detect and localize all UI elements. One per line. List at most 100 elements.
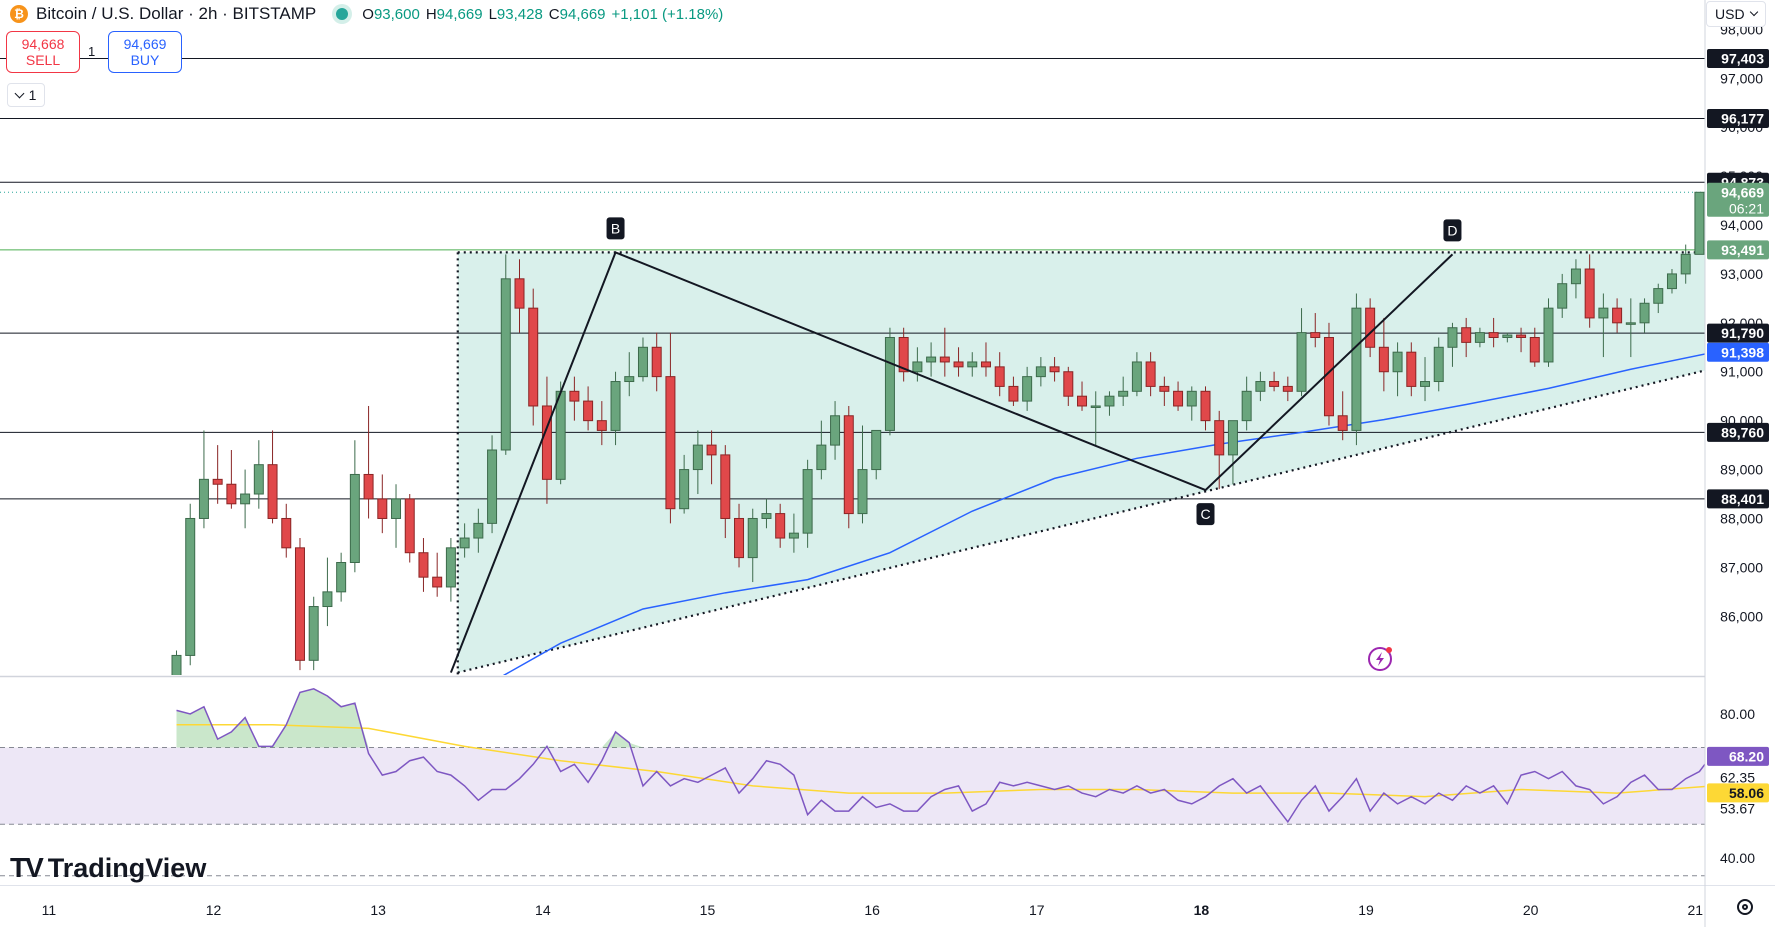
candle-body	[679, 469, 690, 510]
price-tick-label: 97,000	[1720, 70, 1763, 86]
buy-button[interactable]: 94,669 BUY	[108, 31, 182, 73]
candle-body	[1406, 351, 1417, 387]
candle-body	[596, 420, 607, 431]
pattern-zigzag-line	[449, 251, 1454, 673]
candle-body	[1612, 307, 1623, 324]
gear-icon[interactable]	[1737, 899, 1753, 915]
pattern-point-label: C	[1200, 506, 1210, 522]
rsi-overbought-fill	[176, 688, 1705, 748]
candle-body	[1461, 327, 1472, 343]
candle-body	[198, 478, 209, 519]
level-label: 91,790	[1721, 325, 1764, 341]
candle-body	[788, 532, 799, 539]
currency-selector[interactable]: USD	[1706, 1, 1766, 27]
candle-body	[816, 444, 827, 471]
time-tick-label: 18	[1194, 902, 1210, 918]
candle-body	[555, 390, 566, 480]
candle-body	[692, 444, 703, 471]
symbol-title[interactable]: Bitcoin / U.S. Dollar · 2h · BITSTAMP	[36, 4, 317, 23]
time-tick-label: 20	[1523, 902, 1539, 918]
pattern-point-label: B	[611, 220, 620, 236]
price-tick-label: 86,000	[1720, 608, 1763, 624]
open-value: 93,600	[373, 5, 420, 23]
price-tick-label: 87,000	[1720, 559, 1763, 575]
pattern-point-badge	[1196, 503, 1215, 526]
candle-body	[1447, 327, 1458, 348]
time-tick-label: 14	[535, 902, 551, 918]
candle-body	[1694, 191, 1705, 255]
level-label: 97,403	[1721, 51, 1764, 67]
tradingview-wordmark: TradingView	[47, 852, 207, 883]
symbol-header: ₿ Bitcoin / U.S. Dollar · 2h · BITSTAMP …	[0, 0, 723, 28]
candle-body	[1022, 376, 1033, 402]
candle-body	[637, 346, 648, 378]
currency-label: USD	[1715, 6, 1745, 22]
candle-body	[377, 498, 388, 519]
candle-body	[1392, 351, 1403, 373]
price-sub-label: 06:21	[1729, 200, 1764, 216]
candle-body	[610, 381, 621, 431]
candle-body	[1186, 390, 1197, 407]
pattern-point-badge	[1443, 219, 1462, 242]
candle-body	[473, 522, 484, 539]
interval-toggle[interactable]: 1	[7, 83, 45, 107]
price-tick-label: 91,000	[1720, 364, 1763, 380]
candle-body	[761, 513, 772, 519]
price-tick-label: 93,000	[1720, 266, 1763, 282]
candle-body	[912, 361, 923, 373]
tradingview-logo[interactable]: TV TradingView	[10, 852, 206, 884]
candle-body	[1241, 390, 1252, 422]
candle-body	[884, 337, 895, 431]
candle-body	[1104, 395, 1115, 407]
price-tick-label: 89,000	[1720, 462, 1763, 478]
buy-label: BUY	[130, 52, 160, 68]
high-value: 94,669	[436, 5, 483, 23]
candle-body	[1118, 390, 1129, 397]
candle-body	[1035, 366, 1046, 378]
chevron-down-icon	[1749, 7, 1759, 17]
candle-body	[349, 473, 360, 563]
candle-body	[541, 405, 552, 480]
candle-body	[1063, 371, 1074, 397]
lightning-bolt-icon	[1376, 652, 1384, 666]
lightning-alert-icon	[1368, 647, 1392, 671]
order-quantity[interactable]: 1	[88, 44, 96, 59]
pattern-point-label: D	[1447, 222, 1457, 238]
candle-body	[747, 517, 758, 559]
candle-body	[569, 390, 580, 402]
level-badge	[1707, 323, 1769, 343]
candle-body	[1296, 332, 1307, 392]
candle-body	[720, 454, 731, 519]
candle-body	[432, 576, 443, 588]
price-badge	[1707, 182, 1769, 217]
candle-body	[775, 513, 786, 539]
level-label: 88,401	[1721, 491, 1764, 507]
alert-dot-icon	[1386, 647, 1392, 653]
candle-body	[583, 400, 594, 422]
moving-average-line	[502, 353, 1705, 675]
time-tick-label: 11	[42, 902, 57, 918]
candle-body	[967, 361, 978, 368]
time-tick-label: 21	[1688, 902, 1704, 918]
candle-body	[1598, 307, 1609, 319]
price-label: 91,398	[1721, 344, 1764, 360]
price-label: 94,669	[1721, 184, 1764, 200]
candle-body	[706, 444, 717, 456]
candle-body	[171, 654, 182, 675]
sell-button[interactable]: 94,668 SELL	[6, 31, 80, 73]
level-label: 96,177	[1721, 111, 1764, 127]
level-badge	[1707, 109, 1769, 129]
candle-body	[624, 376, 635, 383]
candle-body	[1077, 395, 1088, 407]
candle-body	[1488, 332, 1499, 339]
rsi-tick-label: 80.00	[1720, 706, 1755, 722]
candle-body	[459, 537, 470, 549]
candle-body	[1323, 337, 1334, 417]
rsi-pane[interactable]	[0, 687, 1713, 877]
candle-body	[1159, 385, 1170, 392]
candle-body	[953, 361, 964, 368]
candle-body	[391, 498, 402, 519]
rsi-value-badge	[1707, 783, 1769, 803]
price-pane[interactable]: B C D	[0, 58, 1775, 700]
